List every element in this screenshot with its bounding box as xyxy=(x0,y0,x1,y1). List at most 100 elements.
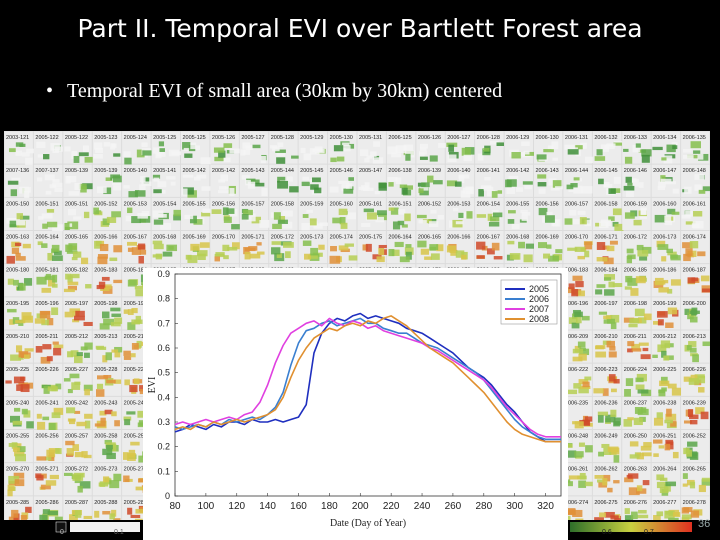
mosaic-tile: 2005-154 xyxy=(151,197,182,230)
tile-blob xyxy=(401,187,408,195)
tile-blob xyxy=(68,209,76,216)
tile-blob xyxy=(64,223,70,230)
mosaic-tile: 2006-144 xyxy=(563,164,593,197)
mosaic-tile: 2005-227 xyxy=(63,363,94,396)
tile-blob xyxy=(486,248,495,255)
tile-blob xyxy=(260,156,266,164)
tile-blob xyxy=(609,346,616,351)
tile-blob xyxy=(661,350,667,358)
mosaic-tile: 2006-145 xyxy=(592,164,622,197)
tile-blob xyxy=(15,252,21,257)
tile-blob xyxy=(123,151,131,158)
tile-blob xyxy=(11,177,21,183)
tile-blob xyxy=(603,447,612,455)
y-tick-label: 0 xyxy=(165,491,170,501)
tile-label: 2006-223 xyxy=(594,367,617,373)
tile-blob xyxy=(182,174,194,178)
tile-blob xyxy=(663,155,673,164)
tile-blob xyxy=(670,254,678,259)
tile-label: 2005-270 xyxy=(6,467,29,473)
tile-blob xyxy=(625,275,633,283)
tile-blob xyxy=(667,383,677,389)
tile-blob xyxy=(348,255,358,261)
tile-blob xyxy=(85,284,92,289)
mosaic-tile: 2006-142 xyxy=(504,164,533,197)
tile-blob xyxy=(123,452,129,460)
tile-label: 2005-213 xyxy=(94,334,117,340)
tile-blob xyxy=(397,220,405,226)
tile-blob xyxy=(401,224,408,228)
tile-blob xyxy=(171,151,182,156)
tile-blob xyxy=(182,142,191,150)
tile-blob xyxy=(564,144,576,150)
tile-blob xyxy=(127,507,133,515)
colorbar-label-1: 0.1 xyxy=(114,529,124,536)
tile-blob xyxy=(67,275,73,283)
mosaic-tile: 2006-127 xyxy=(445,131,475,164)
tile-blob xyxy=(484,177,491,181)
tile-blob xyxy=(123,355,132,360)
tile-blob xyxy=(607,487,613,493)
tile-blob xyxy=(606,245,615,252)
tile-blob xyxy=(512,254,520,260)
tile-label: 2005-199 xyxy=(124,301,147,307)
tile-label: 2006-153 xyxy=(447,201,470,207)
tile-blob xyxy=(157,181,167,188)
tile-blob xyxy=(466,211,473,219)
tile-blob xyxy=(690,510,700,518)
tile-blob xyxy=(488,221,500,227)
tile-blob xyxy=(495,190,503,194)
tile-blob xyxy=(578,480,587,488)
tile-blob xyxy=(496,142,505,146)
tile-label: 2005-127 xyxy=(241,135,264,141)
tile-blob xyxy=(390,207,399,215)
tile-blob xyxy=(659,477,668,482)
tile-blob xyxy=(5,380,12,384)
tile-blob xyxy=(361,222,371,227)
colorbar-svg: 0 0.1 0.6 0.7 xyxy=(55,521,692,536)
tile-blob xyxy=(16,220,26,226)
tile-blob xyxy=(608,351,617,358)
tile-blob xyxy=(197,253,206,261)
tile-blob xyxy=(75,510,82,518)
tile-blob xyxy=(7,278,14,285)
tile-blob xyxy=(698,484,706,493)
tile-blob xyxy=(689,241,699,249)
tile-blob xyxy=(570,183,578,188)
tile-blob xyxy=(627,277,638,286)
tile-blob xyxy=(332,217,342,224)
tile-label: 2006-169 xyxy=(536,235,559,241)
tile-blob xyxy=(458,174,470,179)
mosaic-tile: 2006-211 xyxy=(622,330,651,363)
tile-blob xyxy=(522,181,533,185)
tile-blob xyxy=(405,153,411,161)
tile-blob xyxy=(141,142,148,147)
tile-blob xyxy=(359,149,369,157)
tile-blob xyxy=(68,191,80,196)
tile-blob xyxy=(318,244,325,250)
mosaic-tile: 2006-174 xyxy=(681,231,710,264)
tile-label: 2005-154 xyxy=(153,201,176,207)
tile-blob xyxy=(302,176,309,181)
tile-blob xyxy=(418,188,424,194)
tile-blob xyxy=(84,352,90,358)
tile-blob xyxy=(584,250,590,258)
tile-blob xyxy=(585,445,594,453)
tile-blob xyxy=(94,142,103,150)
tile-blob xyxy=(419,152,425,157)
y-tick-label: 0.4 xyxy=(157,392,170,402)
tile-blob xyxy=(124,157,132,165)
tile-blob xyxy=(508,210,516,214)
tile-blob xyxy=(187,255,198,263)
tile-blob xyxy=(173,214,182,221)
tile-blob xyxy=(633,417,643,426)
tile-blob xyxy=(84,156,94,163)
mosaic-tile: 2006-147 xyxy=(651,164,681,197)
page-number: 36 xyxy=(698,518,711,530)
tile-blob xyxy=(314,187,322,194)
legend-box xyxy=(500,279,558,325)
tile-blob xyxy=(670,420,677,427)
tile-blob xyxy=(578,379,589,384)
tile-label: 2006-264 xyxy=(653,467,676,473)
tile-blob xyxy=(336,156,345,162)
